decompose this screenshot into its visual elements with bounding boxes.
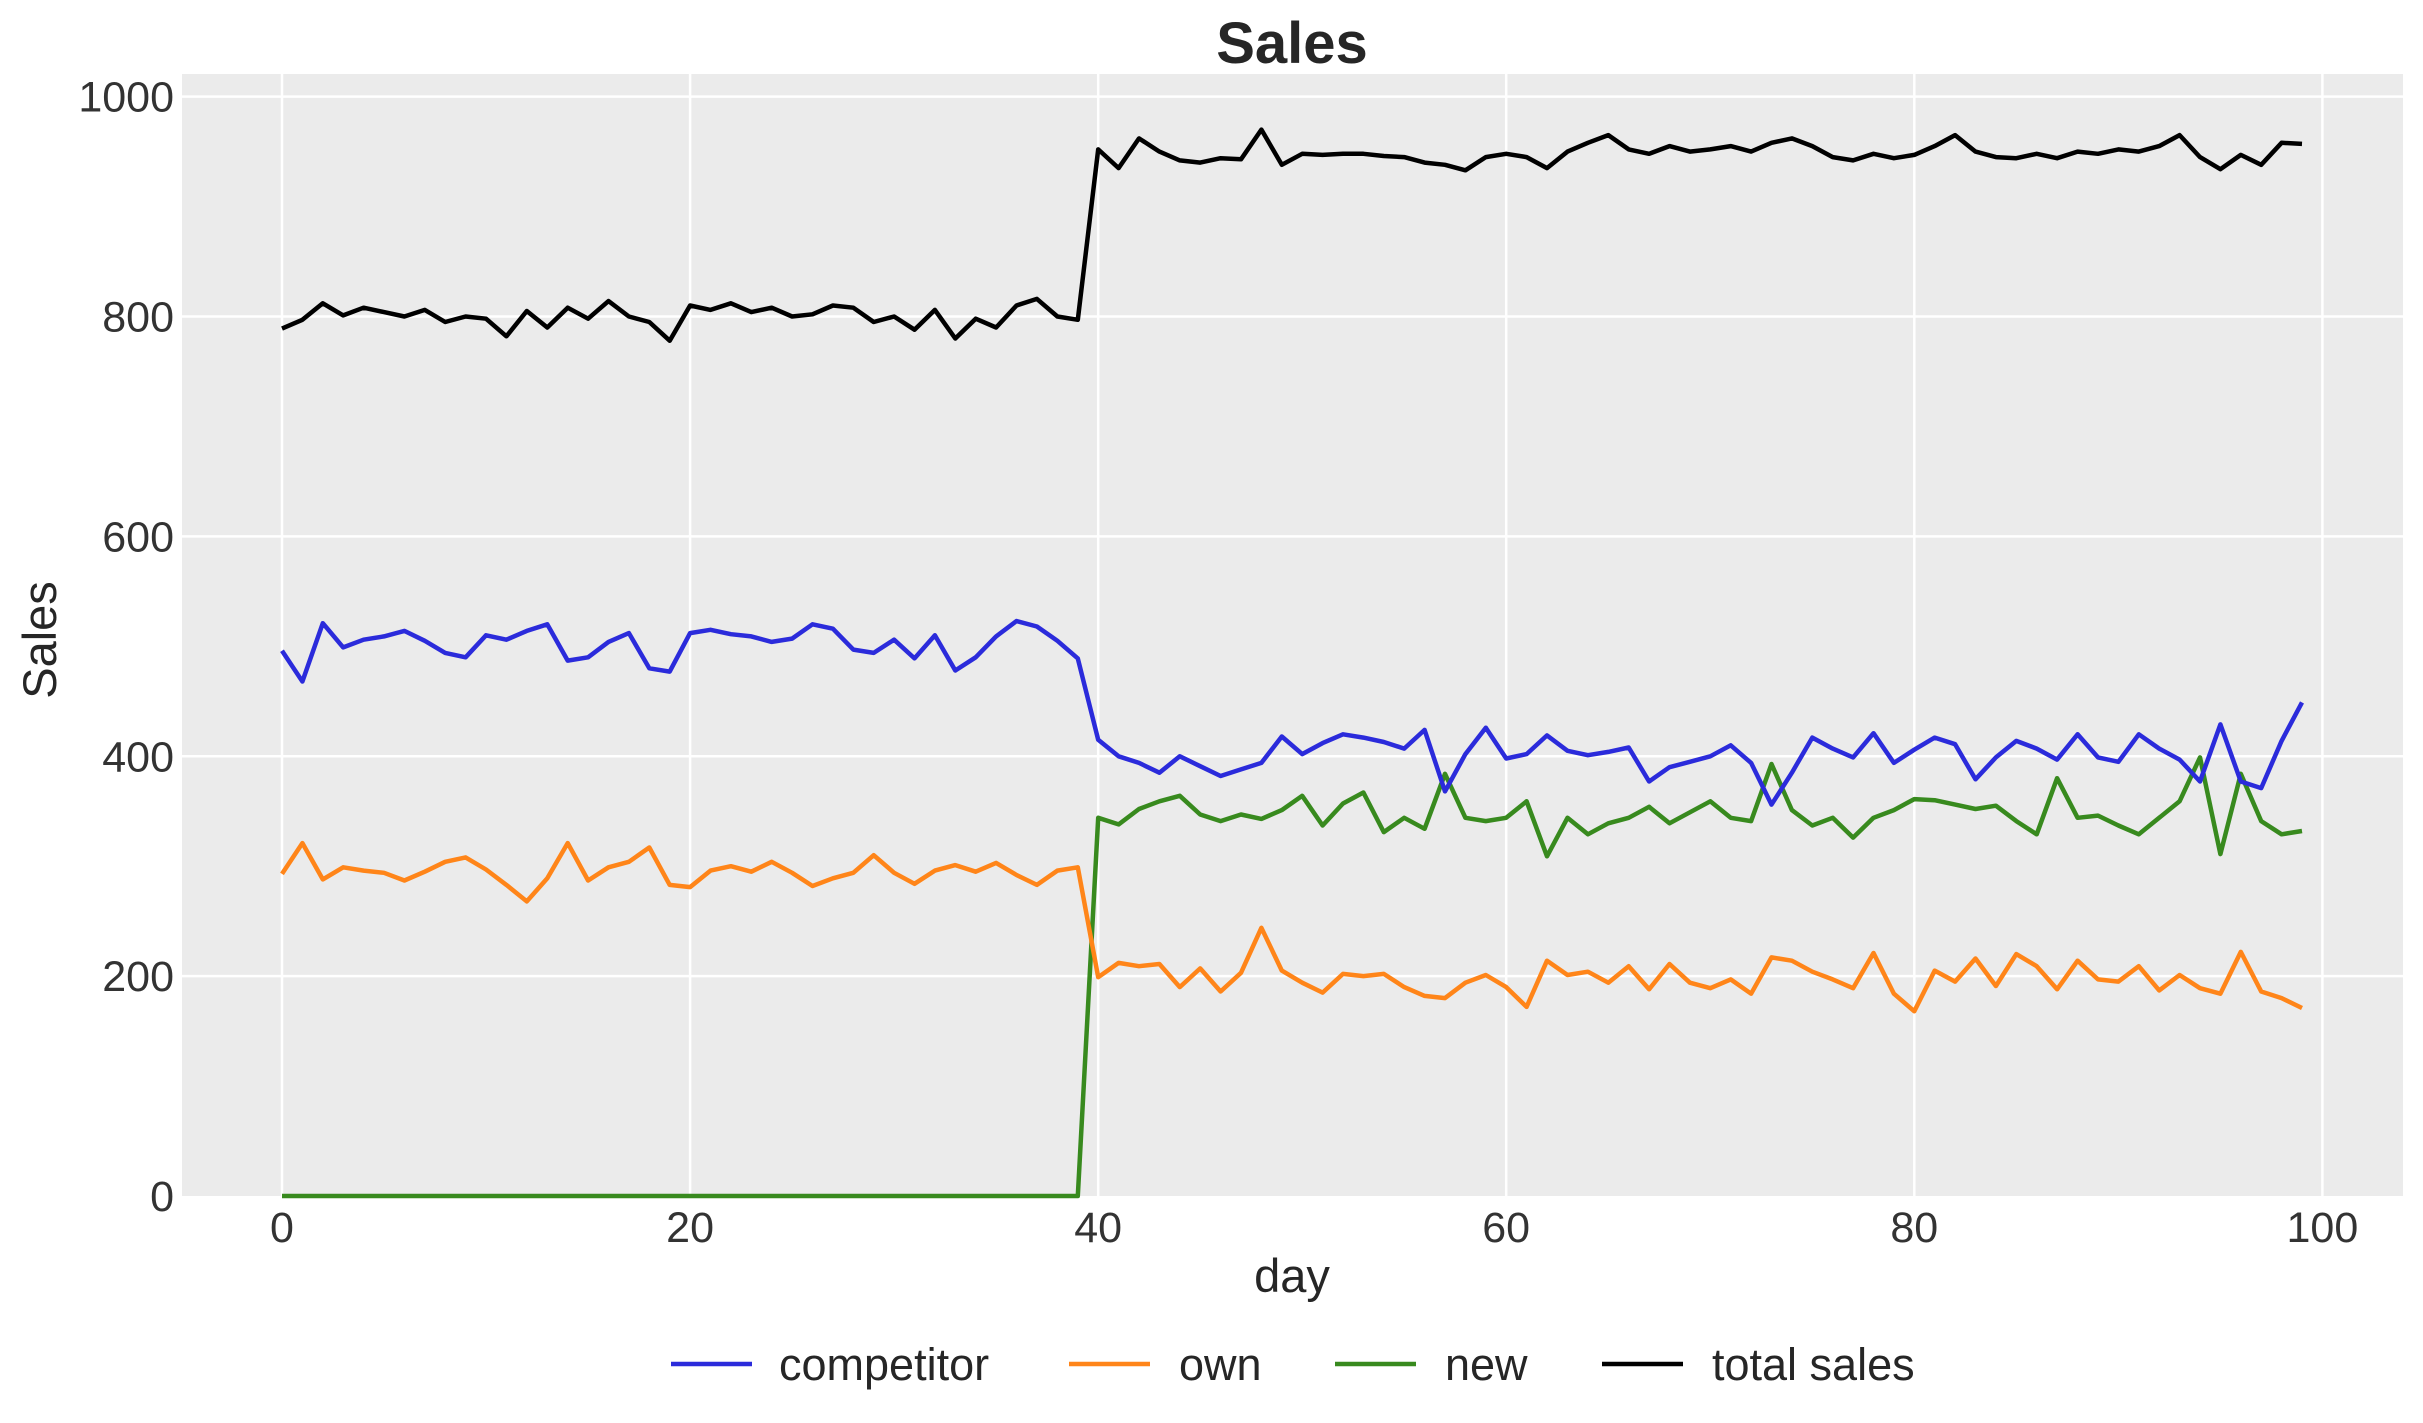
svg-text:day: day	[1254, 1249, 1330, 1302]
svg-text:40: 40	[1074, 1204, 1122, 1252]
svg-text:total sales: total sales	[1712, 1339, 1915, 1390]
svg-text:20: 20	[666, 1204, 714, 1252]
svg-text:60: 60	[1482, 1204, 1530, 1252]
svg-text:600: 600	[102, 513, 174, 561]
svg-text:800: 800	[102, 294, 174, 342]
svg-text:competitor: competitor	[779, 1339, 989, 1390]
svg-text:1000: 1000	[78, 74, 174, 122]
svg-text:new: new	[1445, 1339, 1528, 1390]
svg-text:400: 400	[102, 733, 174, 781]
svg-text:Sales: Sales	[13, 581, 66, 699]
svg-text:100: 100	[2287, 1204, 2359, 1252]
svg-text:0: 0	[150, 1173, 174, 1221]
svg-text:200: 200	[102, 953, 174, 1001]
svg-text:0: 0	[270, 1204, 294, 1252]
svg-text:80: 80	[1890, 1204, 1938, 1252]
svg-text:own: own	[1179, 1339, 1262, 1390]
svg-text:Sales: Sales	[1216, 11, 1368, 76]
